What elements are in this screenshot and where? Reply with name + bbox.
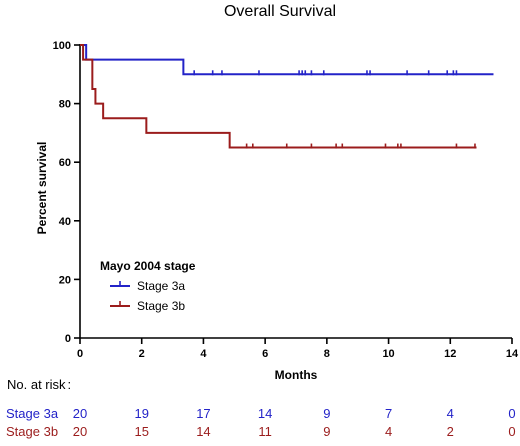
y-axis-label: Percent survival: [35, 142, 49, 235]
x-tick-label: 14: [506, 348, 519, 360]
risk-value-stage-3a: 7: [385, 406, 392, 421]
x-tick-label: 6: [262, 348, 268, 360]
x-tick-label: 2: [139, 348, 145, 360]
x-axis-label: Months: [275, 368, 318, 382]
risk-value-stage-3a: 4: [447, 406, 454, 421]
risk-value-stage-3a: 14: [258, 406, 272, 421]
risk-row-label-stage-3b: Stage 3b: [6, 424, 58, 439]
series-layer: [80, 44, 494, 149]
risk-value-stage-3b: 15: [134, 424, 148, 439]
risk-value-stage-3b: 20: [73, 424, 87, 439]
risk-value-stage-3b: 11: [258, 424, 272, 439]
legend-label-stage-3b: Stage 3b: [137, 299, 185, 313]
legend: Mayo 2004 stage Stage 3a Stage 3b: [100, 259, 196, 313]
risk-value-stage-3b: 2: [447, 424, 454, 439]
risk-value-stage-3a: 20: [73, 406, 87, 421]
y-tick-label: 60: [59, 157, 71, 169]
risk-row-label-stage-3a: Stage 3a: [6, 406, 59, 421]
x-tick-label: 10: [382, 348, 394, 360]
y-tick-label: 40: [59, 216, 71, 228]
y-tick-label: 20: [59, 274, 71, 286]
risk-table-heading-text: No. at risk: [7, 377, 66, 392]
series-line-stage-3b: [80, 44, 477, 149]
risk-value-stage-3a: 9: [323, 406, 330, 421]
x-tick-label: 0: [77, 348, 83, 360]
plot-axes: 0 20 40 60 80 100 0 2 4 6 8 10 12 14: [53, 40, 519, 360]
risk-value-stage-3a: 19: [134, 406, 148, 421]
risk-value-stage-3b: 9: [323, 424, 330, 439]
risk-value-stage-3a: 0: [508, 406, 515, 421]
x-tick-label: 4: [200, 348, 207, 360]
y-tick-label: 100: [53, 40, 71, 52]
risk-table-heading: No. at risk:: [7, 377, 71, 392]
risk-value-stage-3b: 0: [508, 424, 515, 439]
x-tick-label: 8: [324, 348, 330, 360]
series-line-stage-3a: [80, 44, 494, 76]
risk-value-stage-3b: 14: [196, 424, 210, 439]
legend-label-stage-3a: Stage 3a: [137, 279, 185, 293]
x-tick-label: 12: [444, 348, 456, 360]
y-tick-label: 80: [59, 99, 71, 111]
chart-title: Overall Survival: [224, 3, 336, 20]
y-tick-label: 0: [65, 333, 71, 345]
risk-value-stage-3a: 17: [196, 406, 210, 421]
legend-title: Mayo 2004 stage: [100, 259, 196, 273]
risk-value-stage-3b: 4: [385, 424, 392, 439]
